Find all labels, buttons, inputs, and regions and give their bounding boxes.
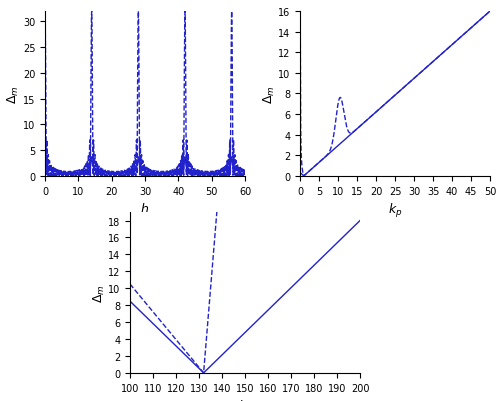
X-axis label: $k_g$: $k_g$ <box>238 398 252 401</box>
X-axis label: $k_p$: $k_p$ <box>388 202 402 220</box>
Y-axis label: $\Delta_m$: $\Delta_m$ <box>262 85 276 103</box>
X-axis label: $h$: $h$ <box>140 202 149 216</box>
Y-axis label: $\Delta_m$: $\Delta_m$ <box>6 85 22 103</box>
Y-axis label: $\Delta_m$: $\Delta_m$ <box>92 284 106 302</box>
